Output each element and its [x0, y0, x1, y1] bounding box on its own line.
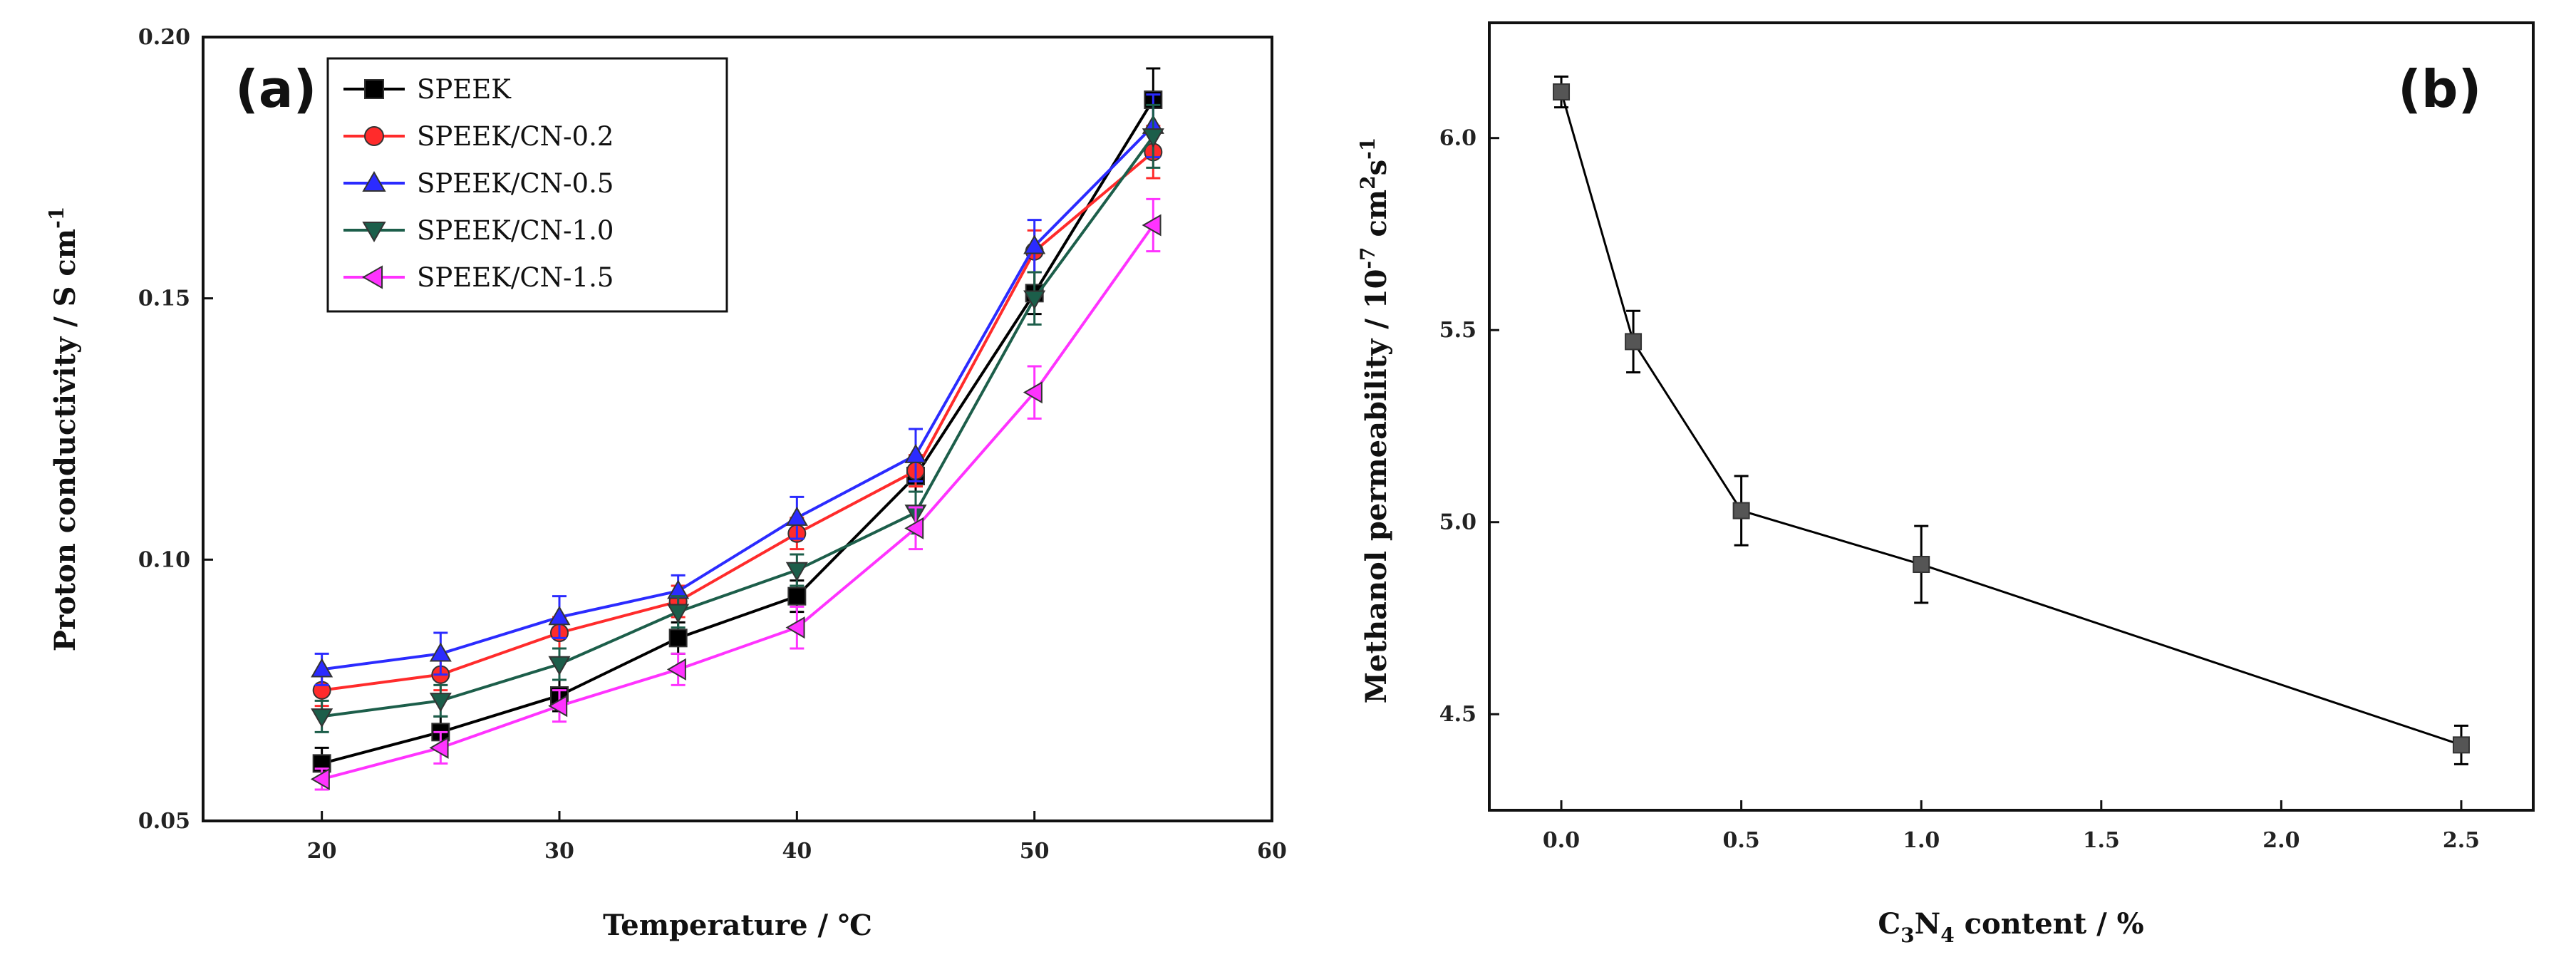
plot-frame-a	[202, 36, 1273, 822]
b-xtick-label: 2.5	[2443, 828, 2480, 853]
a-data-point	[904, 443, 927, 463]
legend-marker-0	[364, 79, 384, 99]
a-xtick-label: 30	[544, 839, 574, 864]
b-data-point	[1913, 556, 1930, 574]
b-xtick-label: 1.0	[1903, 828, 1940, 853]
axis-ticks-a: 20 30 40 50 60 0.05 0.10 0.15 0.20	[138, 25, 1287, 864]
b-ytick-label: 5.0	[1439, 510, 1476, 535]
a-data-point	[311, 658, 333, 678]
a-data-point	[1142, 128, 1164, 148]
panel-label-b: (b)	[2398, 59, 2481, 119]
a-data-point	[429, 693, 452, 713]
legend-a: SPEEK SPEEK/CN-0.2 SPEEK/CN-0.5 SPEEK/CN-1.…	[326, 57, 728, 313]
y-axis-label-b: Methanol permeability / 10-7 cm2s-1	[1356, 138, 1393, 704]
a-data-point	[1023, 290, 1046, 310]
panel-a: 20 30 40 50 600.050.100.150.20 (a) SPEEKSPEE…	[45, 25, 1287, 942]
legend-marker-1	[364, 126, 384, 146]
a-xtick-label: 60	[1257, 839, 1287, 864]
b-xtick-label: 0.5	[1723, 828, 1760, 853]
b-ytick-label: 5.5	[1439, 318, 1476, 343]
legend-label-4: SPEEK/CN-1.5	[417, 262, 614, 293]
a-data-point	[429, 642, 452, 662]
y-axis-label-b-exp1: -7	[1356, 247, 1380, 269]
panel-label-a: (a)	[235, 59, 316, 119]
legend-marker-2	[362, 171, 386, 192]
y-axis-label-b-exp2: 2	[1356, 175, 1380, 189]
a-series-line-0	[321, 98, 1155, 765]
series-group-a	[310, 67, 1164, 791]
a-ytick-label: 0.10	[138, 547, 190, 572]
x-axis-label-b-rest: content / %	[1955, 907, 2144, 941]
b-data-point	[1553, 83, 1571, 101]
a-data-point	[1023, 234, 1046, 254]
b-xtick-label: 2.0	[2262, 828, 2300, 853]
b-xtick-label: 0.0	[1543, 828, 1580, 853]
y-axis-label-b-exp3: -1	[1356, 138, 1380, 160]
b-xtick-label: 1.5	[2083, 828, 2120, 853]
a-data-point	[310, 767, 330, 790]
x-axis-label-b-sub3: 3	[1900, 924, 1914, 947]
legend-entries-a: SPEEK SPEEK/CN-0.2 SPEEK/CN-0.5 SPEEK/CN-1.…	[343, 74, 614, 293]
legend-box-a	[326, 57, 728, 313]
legend-label-0: SPEEK	[417, 74, 512, 105]
a-ytick-label: 0.15	[138, 286, 190, 311]
b-ytick-label: 6.0	[1439, 126, 1476, 151]
a-data-point	[548, 606, 571, 626]
x-axis-label-b-sub4: 4	[1940, 924, 1954, 947]
a-ytick-label: 0.20	[138, 25, 190, 50]
legend-label-3: SPEEK/CN-1.0	[417, 215, 614, 246]
legend-marker-4	[362, 265, 383, 289]
a-xtick-label: 50	[1020, 839, 1050, 864]
a-ytick-label: 0.05	[138, 809, 190, 834]
a-xtick-label: 40	[782, 839, 812, 864]
panel-b: 0.0 0.5 1.0 1.5 2.0 2.5 4.5 5.0 5.5 6.0 (b) C3N4 …	[1356, 21, 2535, 947]
b-ytick-label: 4.5	[1439, 702, 1476, 727]
a-data-point	[429, 736, 449, 759]
a-data-point	[1142, 214, 1162, 237]
y-axis-label-b-cm: cm	[1360, 190, 1393, 247]
x-axis-label-a: Temperature / ℃	[603, 909, 872, 942]
a-data-point	[785, 562, 808, 581]
a-series-line-2	[321, 125, 1154, 671]
a-data-point	[787, 586, 807, 606]
series-group-b	[1553, 75, 2470, 765]
b-series-line-0	[1560, 91, 2462, 746]
a-data-point	[904, 517, 924, 539]
y-axis-label-a: Proton conductivity / S cm-1	[45, 207, 82, 651]
a-data-point	[1023, 381, 1043, 404]
a-xtick-label: 20	[307, 839, 337, 864]
a-series-line-1	[321, 150, 1154, 692]
plot-frame-b	[1488, 21, 2535, 812]
axis-ticks-b: 0.0 0.5 1.0 1.5 2.0 2.5 4.5 5.0 5.5 6.0	[1439, 126, 2480, 853]
a-data-point	[666, 658, 686, 681]
x-axis-label-b-c: C	[1878, 907, 1900, 941]
a-data-point	[548, 695, 568, 718]
x-axis-label-b: C3N4 content / %	[1878, 907, 2143, 947]
y-axis-label-a-exp: -1	[45, 207, 68, 229]
a-data-point	[311, 708, 333, 728]
legend-label-1: SPEEK/CN-0.2	[417, 121, 614, 152]
b-data-point	[1732, 502, 1750, 519]
y-axis-label-b-main: Methanol permeability / 10	[1360, 269, 1393, 704]
x-axis-label-b-n: N	[1915, 907, 1941, 941]
legend-marker-3	[362, 221, 386, 242]
a-series-line-3	[321, 135, 1154, 718]
a-data-point	[548, 656, 571, 676]
b-data-point	[1625, 333, 1643, 351]
b-data-point	[2452, 736, 2470, 754]
y-axis-label-a-main: Proton conductivity / S cm	[48, 229, 82, 651]
a-data-point	[667, 604, 690, 624]
a-data-point	[785, 506, 808, 526]
y-axis-label-b-s: s	[1360, 160, 1393, 176]
legend-label-2: SPEEK/CN-0.5	[417, 168, 614, 199]
a-data-point	[668, 629, 688, 648]
a-data-point	[785, 616, 805, 639]
a-series-line-4	[321, 224, 1154, 781]
